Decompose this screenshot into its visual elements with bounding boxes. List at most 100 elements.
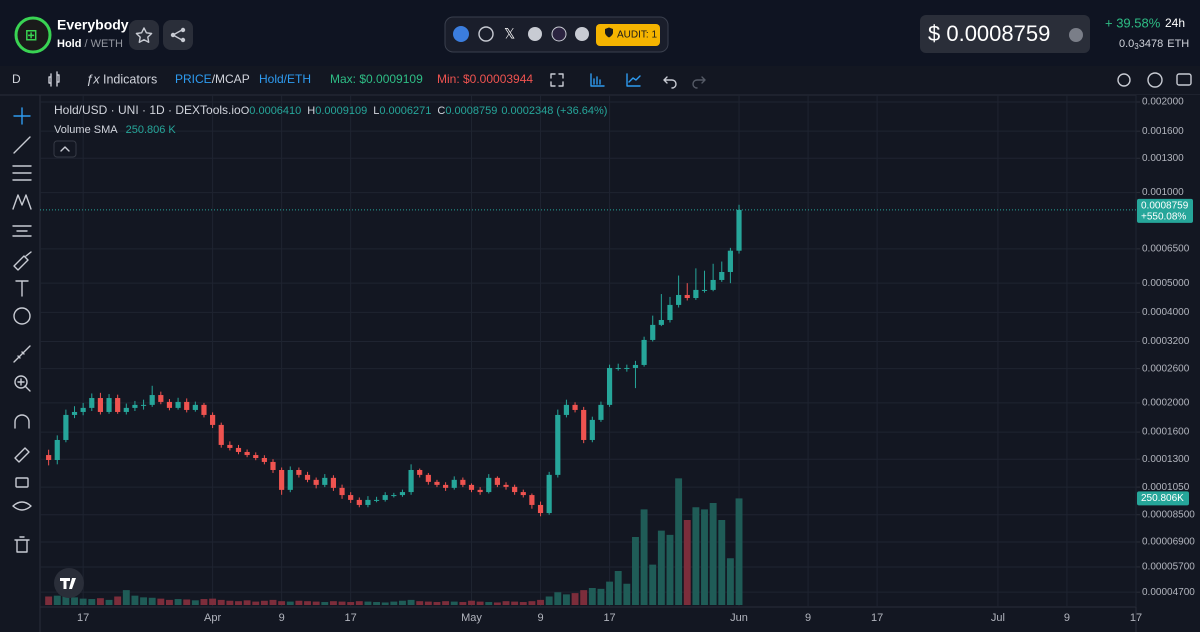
volume-bar <box>519 602 527 605</box>
candle-body <box>727 250 733 272</box>
x-tick-label: Jul <box>991 612 1005 624</box>
volume-bar <box>502 601 510 605</box>
volume-bar <box>105 599 113 605</box>
mcap-option[interactable]: /MCAP <box>212 72 250 86</box>
chart-type-icon[interactable] <box>48 71 60 87</box>
bars-icon[interactable] <box>590 73 605 87</box>
volume-bar <box>329 601 337 605</box>
share-dot <box>180 37 186 43</box>
volume-bar <box>606 581 614 605</box>
pair-toggle[interactable]: Hold/ETH <box>259 72 311 86</box>
interval[interactable]: D <box>12 72 21 86</box>
candle-body <box>46 455 52 461</box>
symbol: Hold <box>57 38 81 50</box>
star-icon <box>135 27 153 43</box>
y-tick-label: 0.0004000 <box>1142 307 1190 318</box>
share-button[interactable] <box>163 20 193 50</box>
lock-tool[interactable] <box>15 477 29 488</box>
candle-body <box>391 495 397 497</box>
x-tick-label: 17 <box>603 612 615 624</box>
header-period: 24h <box>1165 16 1185 30</box>
visibility-tool[interactable] <box>12 501 32 511</box>
emoji-tool[interactable] <box>13 307 31 325</box>
web-link[interactable] <box>478 26 494 42</box>
eth-unit: ETH <box>1167 38 1189 50</box>
volume-bar <box>260 600 268 605</box>
line-icon[interactable] <box>626 73 641 87</box>
price-box <box>920 15 1090 53</box>
candle-body <box>425 474 431 482</box>
trendline-tool[interactable] <box>13 136 31 154</box>
y-tick-label: 0.0006500 <box>1142 244 1190 255</box>
candle-body <box>399 492 406 496</box>
collapse-chevron <box>60 146 70 152</box>
magnet-tool[interactable] <box>14 414 30 429</box>
candle-body <box>71 411 78 415</box>
candle-body <box>494 477 500 485</box>
other-link[interactable] <box>551 26 567 42</box>
volume-bar <box>416 601 424 605</box>
candle-body <box>106 398 112 412</box>
x-link[interactable]: 𝕏 <box>504 26 515 42</box>
fx-icon: ƒx <box>86 71 100 86</box>
volume-bar <box>666 534 674 605</box>
volume-bar <box>321 602 329 605</box>
fib-tool[interactable] <box>12 165 32 181</box>
telegram-link[interactable] <box>528 27 542 41</box>
candle-body <box>546 474 552 514</box>
price-mcap-toggle[interactable]: PRICE/MCAP <box>175 72 250 86</box>
redo-icon[interactable] <box>692 76 706 89</box>
projection-tool[interactable] <box>12 225 32 237</box>
candle-body <box>184 401 190 410</box>
camera-icon[interactable] <box>1176 73 1192 86</box>
search-icon[interactable] <box>1117 73 1131 87</box>
pattern-tool[interactable] <box>12 194 32 210</box>
candle-body <box>227 444 233 448</box>
volume-bar <box>243 600 251 605</box>
lock-draw-tool[interactable] <box>14 447 30 463</box>
candle-body <box>287 469 293 490</box>
candle-body <box>719 271 725 280</box>
volume-bar <box>511 601 519 605</box>
volume-bar <box>252 601 260 605</box>
volume-bar <box>79 598 87 605</box>
indicators-button[interactable]: Indicators <box>103 72 157 86</box>
ohlc-key: C <box>437 105 445 117</box>
tv-logo[interactable] <box>54 568 84 598</box>
x-tick-label: 9 <box>537 612 543 624</box>
candle-body <box>606 367 613 405</box>
y-tick-label: 0.0001600 <box>1142 427 1190 438</box>
price-option[interactable]: PRICE <box>175 72 212 86</box>
collapse-button[interactable] <box>53 140 77 158</box>
candle-body <box>304 474 311 480</box>
more-link[interactable] <box>575 27 589 41</box>
candle-body <box>373 499 380 501</box>
ohlc-value: 0.0008759 <box>445 105 497 117</box>
candle-body <box>149 395 155 405</box>
volume-bar <box>537 599 544 605</box>
delete-tool[interactable] <box>14 536 30 553</box>
favorite-button[interactable] <box>129 20 159 50</box>
undo-icon[interactable] <box>663 76 677 89</box>
crosshair-tool[interactable] <box>13 107 31 125</box>
info-icon[interactable] <box>1069 28 1083 42</box>
ruler-tool[interactable] <box>13 345 31 363</box>
volume-bar <box>390 601 398 605</box>
candle-body <box>218 424 224 445</box>
settings-icon[interactable] <box>1147 72 1163 88</box>
candle-body <box>166 401 173 408</box>
text-tool[interactable] <box>15 280 29 297</box>
candle-body <box>339 487 345 496</box>
zoom-tool[interactable] <box>14 375 28 389</box>
candle-body <box>279 469 285 490</box>
volume-bar <box>692 507 700 605</box>
volume-bar <box>476 601 484 605</box>
candle-body <box>330 477 337 488</box>
y-tick-label: 0.0003200 <box>1142 336 1190 347</box>
brush-tool[interactable] <box>13 251 32 271</box>
fullscreen-icon[interactable] <box>550 73 564 87</box>
volume-bar <box>140 597 148 605</box>
dex-link[interactable] <box>453 26 469 42</box>
candle-body <box>235 447 242 452</box>
volume-bar <box>304 601 311 605</box>
